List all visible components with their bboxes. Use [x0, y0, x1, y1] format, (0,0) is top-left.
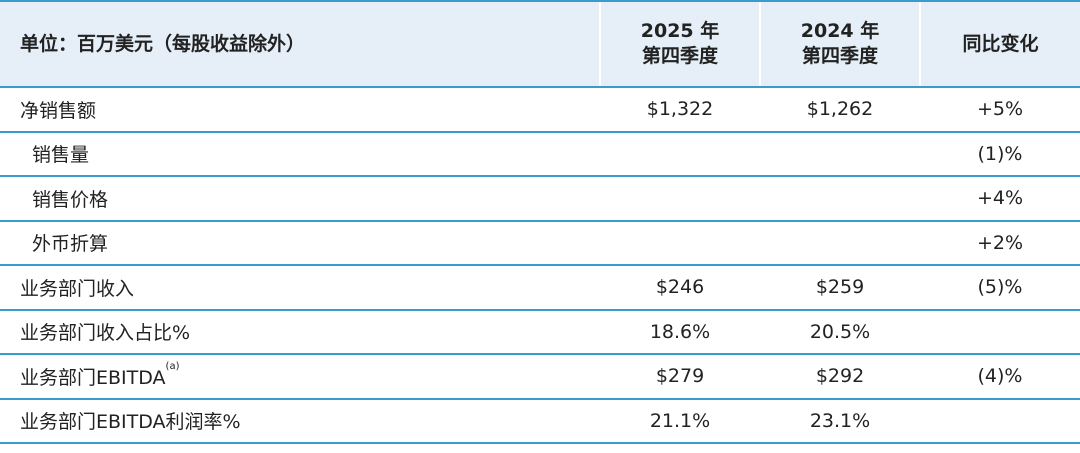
cell-2024 — [760, 220, 920, 266]
row-label-text: 业务部门EBITDA — [20, 366, 166, 389]
cell-2025 — [600, 176, 760, 222]
cell-change: +2% — [920, 220, 1080, 266]
footnote-marker: (a) — [165, 360, 180, 372]
row-label: 业务部门收入占比% — [0, 309, 600, 355]
cell-2024 — [760, 131, 920, 177]
cell-change — [920, 309, 1080, 355]
row-label: 净销售额 — [0, 87, 600, 133]
cell-2024: $292 — [760, 354, 920, 400]
table-row: 业务部门EBITDA(a) $279 $292 (4)% — [0, 354, 1080, 400]
table-row: 业务部门收入占比% 18.6% 20.5% — [0, 309, 1080, 355]
row-label: 外币折算 — [0, 220, 600, 266]
cell-2024: $259 — [760, 265, 920, 311]
row-label: 销售价格 — [0, 176, 600, 222]
cell-2025: $246 — [600, 265, 760, 311]
header-2024-q4: 2024 年第四季度 — [759, 0, 920, 88]
header-quarter: 第四季度 — [801, 45, 878, 67]
header-row: 单位：百万美元（每股收益除外） 2025 年第四季度 2024 年第四季度 同比… — [0, 0, 1080, 88]
cell-2025: 21.1% — [600, 398, 760, 444]
cell-change: +5% — [920, 87, 1080, 133]
cell-change: (5)% — [920, 265, 1080, 311]
table-row: 业务部门EBITDA利润率% 21.1% 23.1% — [0, 398, 1080, 444]
row-label: 业务部门EBITDA(a) — [0, 354, 600, 400]
header-year: 2025 年 — [640, 20, 720, 42]
table-row: 业务部门收入 $246 $259 (5)% — [0, 265, 1080, 311]
table-row: 销售价格 +4% — [0, 176, 1080, 222]
cell-2025: $1,322 — [600, 87, 760, 133]
header-quarter: 第四季度 — [641, 45, 718, 67]
header-year: 2024 年 — [800, 20, 880, 42]
row-label: 业务部门EBITDA利润率% — [0, 398, 600, 444]
cell-2025 — [600, 131, 760, 177]
row-label: 销售量 — [0, 131, 600, 177]
table-row: 净销售额 $1,322 $1,262 +5% — [0, 87, 1080, 133]
cell-change: (4)% — [920, 354, 1080, 400]
cell-2025: 18.6% — [600, 309, 760, 355]
header-unit-label: 单位：百万美元（每股收益除外） — [0, 0, 600, 88]
cell-2024 — [760, 176, 920, 222]
cell-2024: 23.1% — [760, 398, 920, 444]
table-row: 外币折算 +2% — [0, 220, 1080, 266]
header-2025-q4: 2025 年第四季度 — [599, 0, 760, 88]
header-yoy-change: 同比变化 — [919, 0, 1080, 88]
cell-2024: $1,262 — [760, 87, 920, 133]
cell-change — [920, 398, 1080, 444]
cell-change: +4% — [920, 176, 1080, 222]
cell-change: (1)% — [920, 131, 1080, 177]
table-row: 销售量 (1)% — [0, 131, 1080, 177]
cell-2024: 20.5% — [760, 309, 920, 355]
cell-2025 — [600, 220, 760, 266]
row-label: 业务部门收入 — [0, 265, 600, 311]
cell-2025: $279 — [600, 354, 760, 400]
